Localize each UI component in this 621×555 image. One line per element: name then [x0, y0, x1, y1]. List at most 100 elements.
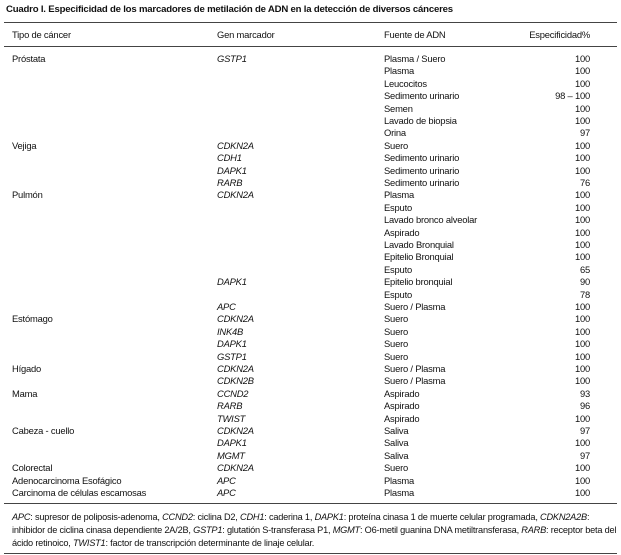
dna-source: Suero	[384, 462, 409, 474]
footnote-text: : caderina 1,	[264, 512, 315, 522]
dna-source: Sedimento urinario	[384, 152, 460, 164]
gene-marker: DAPK1	[217, 437, 247, 449]
gene-marker: APC	[217, 487, 236, 498]
dna-source: Suero / Plasma	[384, 363, 446, 374]
dna-source: Suero	[384, 350, 409, 362]
footnote-abbr: MGMT	[332, 525, 360, 535]
dna-source: Orina	[384, 127, 406, 139]
specificity: 100	[574, 301, 590, 312]
dna-source: Sedimento urinario	[384, 90, 460, 102]
dna-source: Suero	[384, 139, 409, 151]
specificity: 93	[579, 387, 590, 399]
footnote-text: : supresor de poliposis-adenoma,	[30, 512, 163, 522]
specificity: 65	[579, 263, 590, 275]
column-header: Gen marcador	[217, 29, 275, 40]
specificity: 100	[574, 325, 590, 337]
dna-source: Saliva	[384, 449, 409, 461]
dna-source: Aspirado	[384, 412, 420, 424]
specificity: 100	[574, 412, 590, 424]
dna-source: Plasma	[384, 189, 415, 201]
dna-source: Lavado Bronquial	[384, 239, 454, 250]
footnote-abbr: DAPK1	[314, 512, 344, 522]
gene-marker: CCND2	[217, 387, 249, 399]
dna-source: Leucocitos	[384, 77, 427, 89]
gene-marker: CDKN2B	[217, 375, 254, 387]
specificity: 100	[574, 363, 590, 374]
gene-marker: GSTP1	[217, 53, 247, 64]
footnote-text: : glutatión S-transferasa P1,	[222, 525, 333, 535]
dna-source: Suero	[384, 313, 409, 325]
footnote-text: : O6-metil guanina DNA metiltransferasa,	[359, 525, 522, 535]
footnote-abbr: GSTP1	[193, 525, 223, 535]
dna-source: Epitelio Bronquial	[384, 251, 454, 263]
gene-marker: APC	[217, 474, 236, 486]
dna-source: Plasma	[384, 487, 415, 498]
dna-source: Saliva	[384, 425, 409, 436]
gene-marker: CDKN2A	[217, 425, 254, 436]
footnote-abbr: CDKN2A2B	[540, 512, 587, 522]
dna-source: Lavado bronco alveolar	[384, 214, 478, 226]
specificity: 100	[574, 239, 590, 250]
footnote-text: : receptor beta del ácido retinoico,	[12, 525, 617, 548]
footnote-abbr: CCND2	[162, 512, 193, 522]
gene-marker: CDKN2A	[217, 462, 254, 474]
specificity: 100	[574, 251, 590, 263]
specificity: 100	[574, 115, 590, 126]
dna-source: Aspirado	[384, 387, 420, 399]
gene-marker: DAPK1	[217, 338, 247, 350]
cancer-type: Cabeza - cuello	[12, 425, 75, 436]
specificity: 100	[574, 214, 590, 226]
specificity: 97	[579, 127, 590, 139]
gene-marker: CDKN2A	[217, 189, 254, 201]
dna-source: Plasma	[384, 474, 415, 486]
specificity: 100	[574, 189, 590, 201]
cancer-type: Hígado	[12, 363, 42, 374]
column-header: Tipo de cáncer	[12, 29, 71, 40]
footnote-abbr: RARB	[521, 525, 547, 535]
cancer-type: Vejiga	[12, 139, 37, 151]
footnote: APC: supresor de poliposis-adenoma, CCND…	[12, 511, 617, 550]
specificity: 100	[574, 201, 590, 213]
specificity: 78	[579, 288, 590, 300]
footnote-text: : ciclina D2,	[192, 512, 241, 522]
specificity: 100	[574, 77, 590, 89]
rule	[4, 503, 617, 504]
cancer-type: Adenocarcinoma Esofágico	[12, 474, 122, 486]
dna-source: Suero / Plasma	[384, 301, 446, 312]
dna-source: Epitelio bronquial	[384, 276, 453, 288]
dna-source: Esputo	[384, 201, 412, 213]
footnote-text: : proteína cinasa 1 de muerte celular pr…	[343, 512, 541, 522]
footnote-abbr: APC	[12, 512, 31, 522]
dna-source: Lavado de biopsia	[384, 115, 457, 126]
gene-marker: APC	[217, 301, 236, 312]
cancer-type: Estómago	[12, 313, 53, 325]
column-header: Especificidad%	[529, 29, 590, 40]
gene-marker: INK4B	[217, 325, 244, 337]
dna-source: Aspirado	[384, 226, 420, 238]
specificity: 100	[574, 102, 590, 114]
gene-marker: GSTP1	[217, 350, 247, 362]
footnote-abbr: CDH1	[240, 512, 265, 522]
footnote-abbr: TWIST1	[72, 538, 106, 548]
specificity: 100	[574, 164, 590, 176]
gene-marker: RARB	[217, 177, 243, 188]
specificity: 100	[574, 338, 590, 350]
specificity: 100	[574, 53, 590, 64]
specificity: 90	[579, 276, 590, 288]
specificity: 97	[579, 425, 590, 436]
gene-marker: CDKN2A	[217, 139, 254, 151]
specificity: 100	[574, 226, 590, 238]
column-header: Fuente de ADN	[384, 29, 446, 40]
rule	[4, 46, 617, 47]
gene-marker: CDKN2A	[217, 313, 254, 325]
specificity: 76	[579, 177, 590, 188]
table-title: Cuadro I. Especificidad de los marcadore…	[6, 4, 453, 15]
gene-marker: DAPK1	[217, 164, 247, 176]
specificity: 100	[574, 65, 590, 77]
footnote-text: : inhibidor de ciclina cinasa dependient…	[12, 512, 590, 535]
specificity: 100	[574, 375, 590, 387]
specificity: 100	[574, 474, 590, 486]
gene-marker: MGMT	[217, 449, 245, 461]
specificity: 100	[574, 487, 590, 498]
